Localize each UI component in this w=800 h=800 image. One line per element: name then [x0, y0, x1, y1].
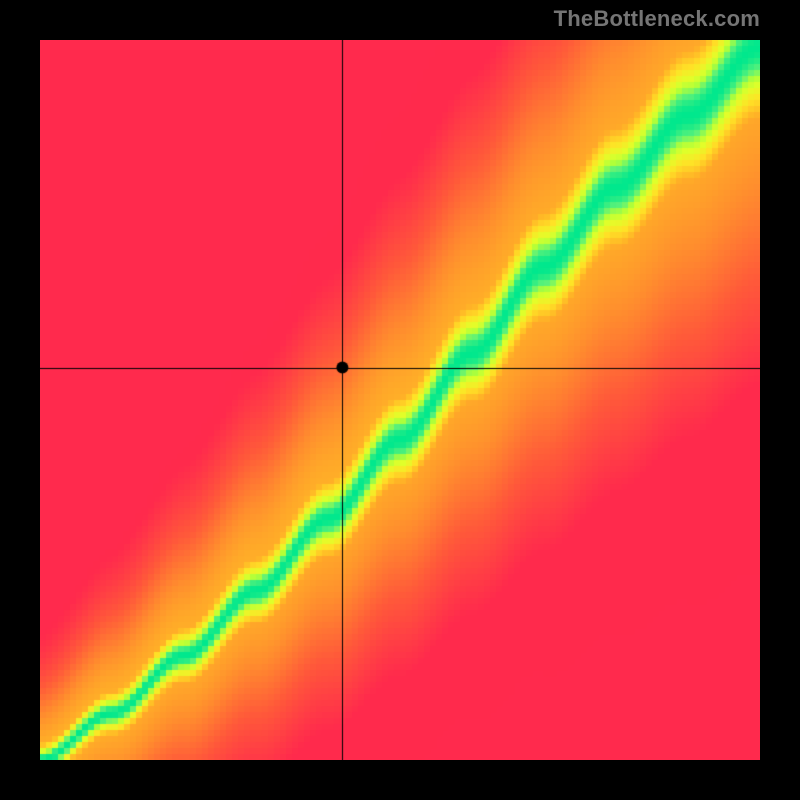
chart-container: { "attribution": "TheBottleneck.com", "c…	[0, 0, 800, 800]
heatmap-canvas	[40, 40, 760, 760]
attribution-label: TheBottleneck.com	[554, 6, 760, 32]
